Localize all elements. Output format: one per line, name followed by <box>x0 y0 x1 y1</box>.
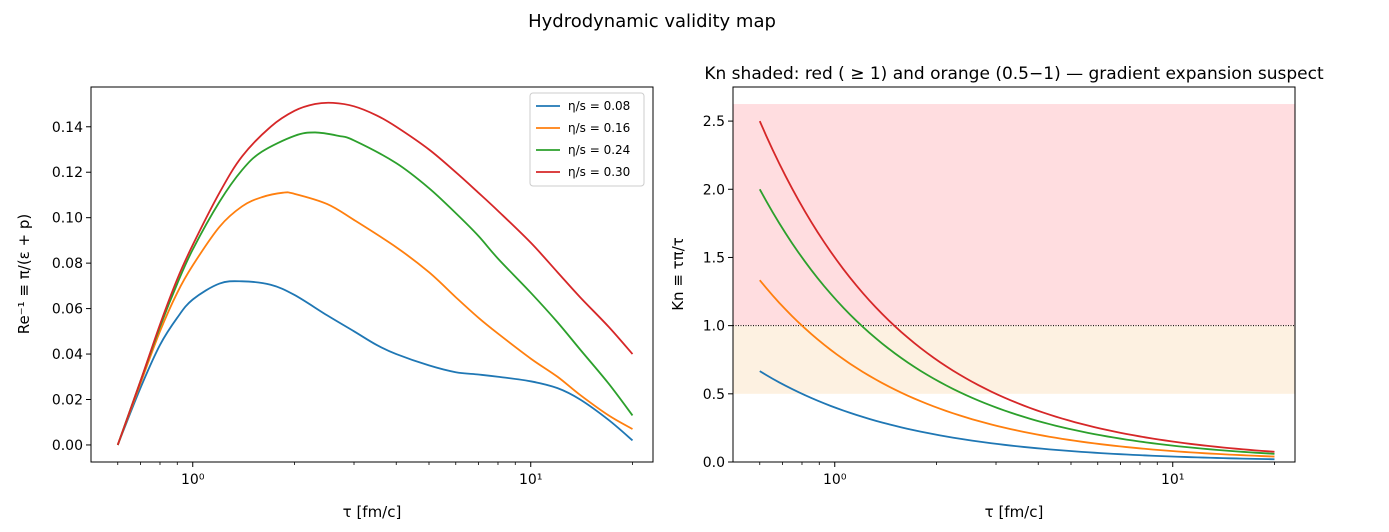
left-y-tick-label-5: 0.10 <box>52 211 83 227</box>
right-series-line-3 <box>758 120 1275 453</box>
right-axes-frame <box>732 86 1296 463</box>
left-y-tick-label-0: 0.00 <box>52 438 83 454</box>
left-y-tick-label-2: 0.04 <box>52 347 83 363</box>
right-shaded-band-1 <box>733 325 1295 394</box>
legend-label-0: η/s = 0.08 <box>568 99 630 113</box>
right-series-line-2 <box>758 188 1275 455</box>
left-y-tick-label-4: 0.08 <box>52 256 83 272</box>
right-y-tick-label-0: 0.0 <box>703 455 725 471</box>
right-y-tick-label-4: 2.0 <box>703 182 725 198</box>
left-y-tick-label-6: 0.12 <box>52 165 83 181</box>
left-x-tick-label-1: 10¹ <box>519 472 542 488</box>
right-shaded-band-0 <box>733 104 1295 326</box>
legend-label-2: η/s = 0.24 <box>568 143 630 157</box>
figure-suptitle: Hydrodynamic validity map <box>528 11 776 32</box>
left-x-tick-label-0: 10⁰ <box>181 472 205 488</box>
right-y-tick-label-2: 1.0 <box>703 319 725 335</box>
left-y-tick-label-3: 0.06 <box>52 302 83 318</box>
right-y-axis-label: Kn ≡ τπ/τ <box>669 237 687 311</box>
left-legend: η/s = 0.08 η/s = 0.16 η/s = 0.24 η/s = 0.30 <box>529 92 645 187</box>
right-panel-title: Kn shaded: red ( ≥ 1) and orange (0.5−1)… <box>704 64 1324 84</box>
right-x-axis-label: τ [fm/c] <box>985 503 1044 521</box>
left-y-tick-label-7: 0.14 <box>52 120 83 136</box>
left-series-line-1 <box>116 191 633 446</box>
left-series-line-0 <box>116 280 634 446</box>
left-x-axis-label: τ [fm/c] <box>343 503 402 521</box>
left-axes-frame <box>90 86 654 463</box>
left-series-line-2 <box>116 131 634 446</box>
legend-label-3: η/s = 0.30 <box>568 165 630 179</box>
left-y-tick-label-1: 0.02 <box>52 393 83 409</box>
right-series-line-1 <box>759 279 1275 458</box>
right-series-line-0 <box>759 370 1275 461</box>
left-series-line-3 <box>116 101 634 446</box>
legend-box <box>529 92 645 187</box>
right-x-tick-label-0: 10⁰ <box>823 472 847 488</box>
right-x-tick-label-1: 10¹ <box>1161 472 1184 488</box>
right-y-tick-label-5: 2.5 <box>703 114 725 130</box>
legend-label-1: η/s = 0.16 <box>568 121 630 135</box>
right-y-tick-label-3: 1.5 <box>703 250 725 266</box>
left-y-axis-label: Re⁻¹ ≡ π/(ε + p) <box>15 214 33 335</box>
right-panel: 10⁰ 10¹ 0.0 0.5 1.0 1.5 2.0 2.5 Kn shaded: red… <box>669 64 1324 521</box>
right-y-tick-label-1: 0.5 <box>703 387 725 403</box>
left-panel: 10⁰ 10¹ 0.000.020.040.060.080.100.120.14 … <box>15 86 654 521</box>
